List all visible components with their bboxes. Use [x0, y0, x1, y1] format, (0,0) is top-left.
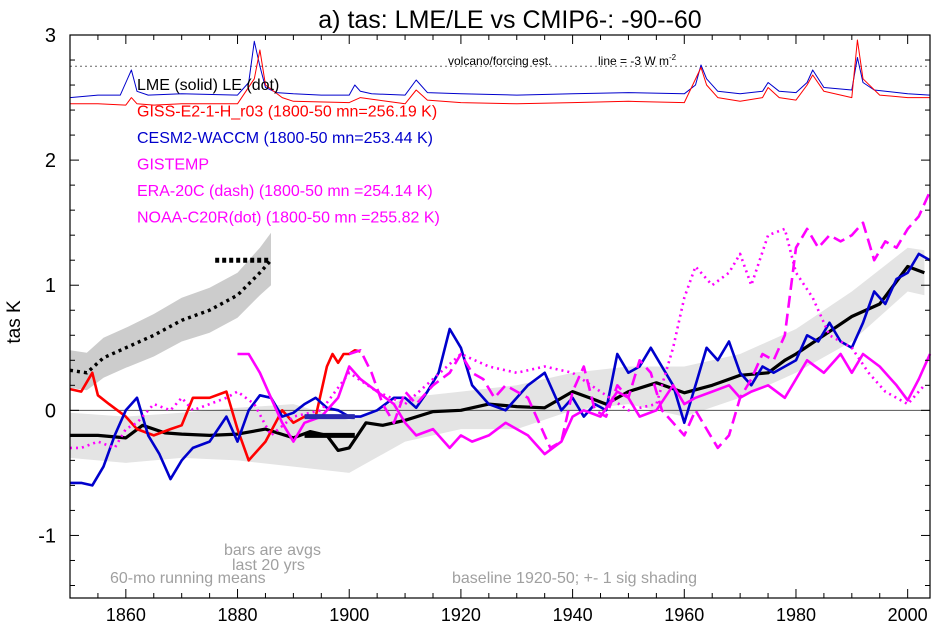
annotation-last-20-yrs: last 20 yrs — [232, 557, 305, 574]
x-tick-label: 1940 — [553, 605, 593, 625]
series-volcano-forcing-cesm — [69, 40, 931, 99]
legend-entry: CESM2-WACCM (1800-50 mn=253.44 K) — [137, 130, 433, 147]
y-tick-label: 1 — [45, 275, 56, 297]
annotation-baseline: baseline 1920-50; +- 1 sig shading — [452, 570, 697, 587]
series-volcano-forcing-giss — [70, 39, 930, 106]
legend-entry: LME (solid) LE (dot) — [137, 77, 279, 94]
series-gistemp — [237, 352, 932, 456]
annotation-bars-avgs: bars are avgs — [224, 542, 321, 559]
series-era-20c — [348, 190, 932, 450]
series-giss-e2-1-h-r03 — [69, 348, 361, 462]
plot-area: 1860 1880 1900 1920 1940 1960 1980 2000 -1 0 1 2 3 — [38, 25, 932, 625]
plot-frame — [69, 34, 931, 599]
series-le-dot — [69, 259, 273, 375]
x-tick-label: 2000 — [888, 605, 928, 625]
y-tick-label: 3 — [45, 25, 56, 47]
x-tick-label: 1920 — [441, 605, 481, 625]
x-tick-label: 1960 — [664, 605, 704, 625]
legend: LME (solid) LE (dot) GISS-E2-1-H_r03 (180… — [137, 77, 440, 227]
x-tick-label: 1860 — [106, 605, 146, 625]
x-tick-label: 1880 — [218, 605, 258, 625]
annotation-line-text: line = -3 W m — [598, 54, 669, 68]
y-axis-label: tas K — [4, 300, 25, 344]
annotation-line-note: line = -3 W m-2 — [598, 53, 677, 68]
x-tick-label: 1980 — [776, 605, 816, 625]
y-tick-label: 2 — [45, 150, 56, 172]
chart-title: a) tas: LME/LE vs CMIP6-: -90--60 — [318, 6, 701, 34]
x-tick-label: 1900 — [329, 605, 369, 625]
series-noaa-c20r — [70, 227, 926, 450]
annotation-volcano: volcano/forcing est. — [448, 54, 551, 68]
legend-entry: ERA-20C (dash) (1800-50 mn =254.14 K) — [137, 183, 433, 200]
series-cesm2-waccm — [70, 252, 931, 487]
y-tick-label: -1 — [38, 525, 56, 547]
annotation-line-superscript: -2 — [669, 53, 677, 62]
annotation-running-means: 60-mo running means — [110, 570, 266, 587]
band-le-shading — [70, 232, 271, 391]
legend-entry: NOAA-C20R(dot) (1800-50 mn =255.82 K) — [137, 210, 440, 227]
legend-entry: GISS-E2-1-H_r03 (1800-50 mn=256.19 K) — [137, 104, 437, 121]
y-tick-label: 0 — [45, 400, 56, 422]
legend-entry: GISTEMP — [137, 157, 209, 174]
